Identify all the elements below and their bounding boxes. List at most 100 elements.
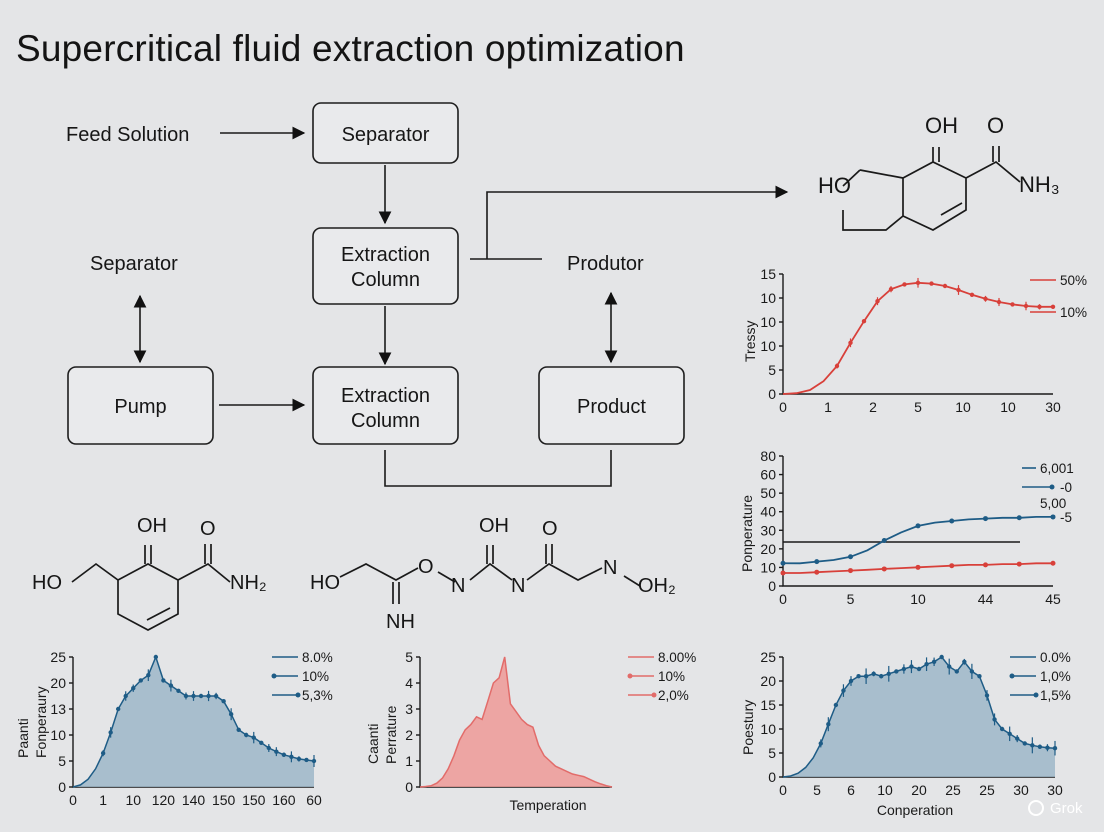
y-axis-label-line1: Paanti	[15, 718, 31, 758]
y-tick-label: 50	[760, 485, 776, 501]
data-point	[939, 654, 944, 660]
data-point	[833, 702, 839, 708]
data-point	[244, 732, 249, 738]
page-title: Supercritical fluid extraction optimizat…	[16, 28, 685, 69]
molecule-2-bonds	[71, 544, 231, 631]
legend-label: 1,0%	[1040, 669, 1071, 684]
data-point	[888, 287, 894, 292]
y-tick-label: 0	[405, 779, 413, 795]
data-point	[848, 678, 854, 684]
data-point	[841, 688, 846, 693]
data-point	[1007, 731, 1012, 736]
pump-label: Pump	[114, 396, 166, 418]
data-point	[1030, 743, 1035, 748]
x-tick-label: 10	[125, 792, 141, 808]
x-tick-label: 140	[182, 792, 206, 808]
data-point	[1010, 302, 1015, 307]
y-tick-label: 1	[405, 753, 413, 769]
process-flow-diagram: Feed Solution Separator Extraction Colum…	[66, 102, 789, 487]
chart-axes	[782, 274, 1053, 395]
blue-data-point	[983, 516, 988, 522]
series-line	[782, 281, 1053, 395]
y-tick-label: 10	[760, 721, 776, 737]
molecule-1-o: O	[987, 113, 1004, 138]
molecule-3-o2: O	[542, 518, 558, 540]
x-tick-label: 160	[272, 792, 296, 808]
x-tick-label: 30	[1013, 782, 1029, 798]
data-point	[213, 693, 219, 699]
data-point	[131, 686, 136, 691]
molecule-1-nh: NH₃	[1019, 172, 1060, 197]
data-point	[161, 678, 166, 683]
data-point	[183, 693, 189, 699]
legend-marker	[1009, 673, 1015, 679]
data-point	[969, 669, 975, 674]
data-point	[123, 693, 128, 699]
x-tick-label: 44	[978, 591, 994, 607]
x-tick-label: 10	[910, 591, 926, 607]
molecule-bottom-left: OH O HO NH₂	[32, 515, 267, 631]
separator-box-top	[312, 102, 459, 164]
chart-bottom-left: 25 20 13 10 5 00 1 10 120 140 150 150 160 60 Paanti Fon…	[15, 649, 333, 808]
area-fill	[420, 657, 612, 787]
molecule-2-ho: HO	[32, 572, 62, 594]
y-axis-label: Tressy	[742, 321, 758, 362]
extraction-column-box-1	[312, 227, 459, 305]
red-data-point	[848, 568, 853, 574]
data-point	[1037, 304, 1042, 309]
y-tick-label: 20	[760, 673, 776, 689]
data-point	[153, 654, 159, 660]
legend-marker	[295, 692, 301, 698]
y-tick-label: 5	[768, 745, 776, 761]
y-tick-label: 10	[760, 314, 776, 330]
data-point	[942, 283, 948, 289]
y-axis-label-line2: Fonperaury	[33, 686, 49, 758]
y-tick-label: 0	[768, 769, 776, 785]
molecule-bottom-middle: OH O HO O N N N OH₂ NH	[310, 515, 676, 633]
legend-marker	[651, 692, 657, 698]
x-tick-label: 1	[99, 792, 107, 808]
legend-label: 5,3%	[302, 688, 333, 703]
red-data-point	[983, 562, 988, 568]
blue-data-point	[848, 554, 853, 560]
chart-bottom-middle: 5 4 3 2 1 0 Temperation Caanti Perrature 8.00% 10%…	[365, 649, 696, 813]
blue-data-point	[949, 518, 955, 524]
y-axis-label-line2: Perrature	[383, 705, 399, 764]
y-tick-label: 5	[768, 362, 776, 378]
x-axis-label: Temperation	[509, 797, 586, 813]
area-fill	[783, 657, 1055, 777]
data-point	[198, 693, 204, 699]
data-point	[984, 693, 990, 698]
y-tick-label: 3	[405, 701, 413, 717]
y-tick-label: 40	[760, 504, 776, 520]
data-point	[206, 693, 211, 699]
extraction-column-2-line2: Column	[351, 410, 420, 432]
molecule-1-bonds	[842, 146, 1021, 231]
y-tick-label: 20	[760, 541, 776, 557]
chart-top-right: 15 10 10 10 5 00 1 2 5 10 10 30 Tressy 50% 10%	[742, 266, 1087, 415]
x-tick-label: 0	[69, 792, 77, 808]
chart-bottom-right: 25 20 15 10 5 00 5 6 10 20 25 25 30 30 Conperation Poes…	[740, 649, 1071, 818]
molecule-3-bonds	[339, 544, 641, 604]
blue-data-point	[814, 559, 820, 565]
data-point	[818, 741, 823, 746]
x-tick-label: 45	[1045, 591, 1061, 607]
data-point	[259, 740, 264, 745]
data-point	[274, 749, 279, 754]
legend-label: 5,00	[1040, 496, 1066, 511]
data-point	[834, 363, 840, 369]
data-point	[969, 292, 975, 297]
data-point	[856, 674, 861, 679]
y-axis-label: Poestury	[740, 700, 756, 755]
area-line	[419, 656, 613, 788]
data-point	[947, 664, 952, 669]
y-tick-label: 10	[760, 559, 776, 575]
grok-watermark: Grok	[1050, 800, 1083, 817]
data-point	[281, 752, 287, 757]
data-point	[916, 666, 922, 672]
legend-label: 8.00%	[658, 650, 696, 665]
x-tick-label: 10	[955, 399, 971, 415]
data-point	[236, 727, 241, 732]
molecule-3-n3: N	[603, 557, 617, 579]
